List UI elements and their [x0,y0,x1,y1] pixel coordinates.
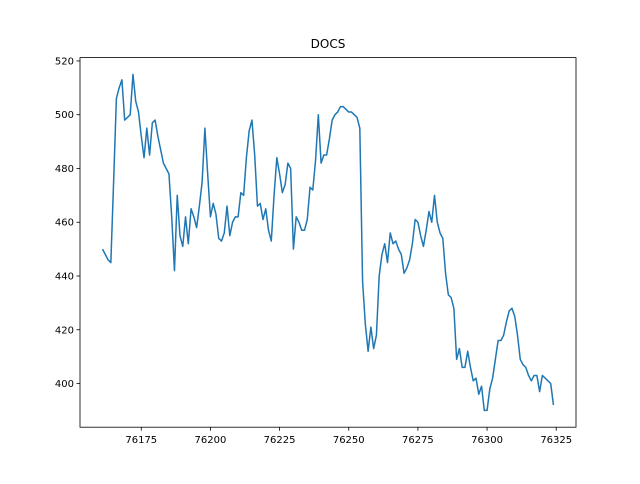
x-tick-label: 76200 [195,435,227,446]
y-tick-label: 500 [55,110,74,121]
x-tick-label: 76225 [264,435,296,446]
y-tick-label: 400 [55,379,74,390]
plot-frame [79,57,577,428]
y-tick-label: 420 [55,325,74,336]
y-tick-label: 480 [55,164,74,175]
x-tick-label: 76275 [402,435,434,446]
data-line [101,73,555,412]
y-tick-label: 440 [55,272,74,283]
x-tick-label: 76250 [333,435,365,446]
y-tick-label: 460 [55,218,74,229]
y-tick-label: 520 [55,56,74,67]
x-tick-label: 76300 [471,435,503,446]
chart-title: DOCS [311,37,346,51]
x-tick-label: 76175 [125,435,157,446]
x-tick-label: 76325 [540,435,572,446]
